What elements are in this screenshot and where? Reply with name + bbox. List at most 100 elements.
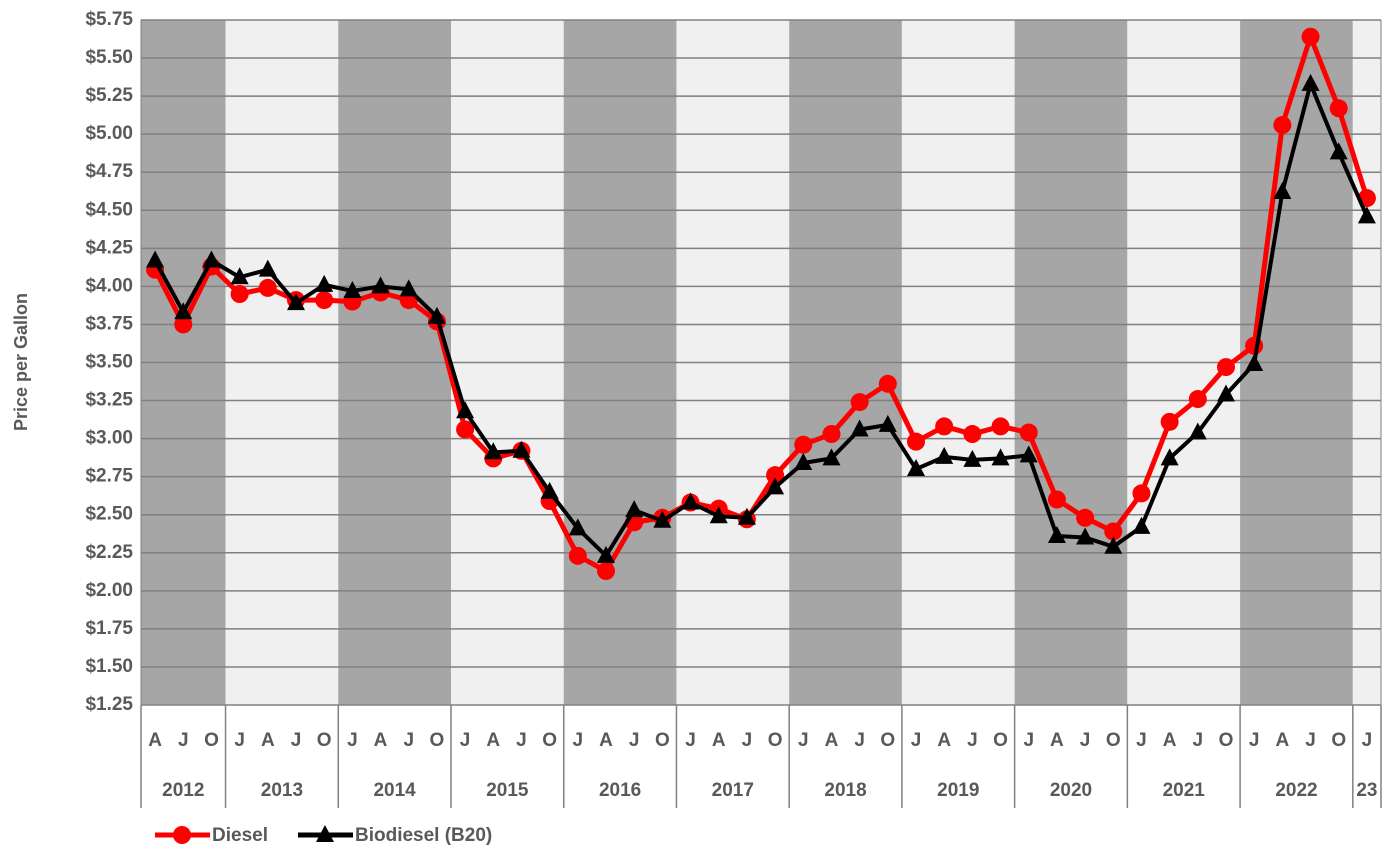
x-tick-label: J [347, 730, 358, 751]
point [1132, 484, 1151, 503]
x-tick-label: O [880, 730, 895, 751]
y-tick-label: $4.00 [85, 275, 133, 296]
point [512, 440, 531, 458]
point [597, 545, 615, 563]
y-tick-label: $4.25 [85, 237, 133, 258]
point [1329, 99, 1348, 118]
x-tick-label: A [937, 730, 951, 751]
x-tick-label: A [486, 730, 500, 751]
y-tick-label: $3.50 [85, 352, 133, 373]
x-tick-label: J [234, 730, 245, 751]
point [1104, 536, 1123, 554]
y-tick-label: $3.00 [85, 428, 133, 449]
point [146, 250, 165, 268]
y-tick-label: $4.50 [85, 199, 133, 220]
point [907, 459, 925, 477]
group-label: 2015 [486, 780, 529, 801]
point [1188, 390, 1207, 409]
point [315, 274, 334, 292]
y-tick-label: $1.25 [85, 694, 133, 715]
group-label: 2016 [599, 780, 641, 801]
x-tick-label: O [204, 730, 219, 751]
point [540, 481, 559, 499]
point [1329, 142, 1348, 160]
x-tick-label: O [1219, 730, 1234, 751]
legend-marker [315, 825, 334, 842]
x-tick-label: A [712, 730, 726, 751]
y-tick-label: $5.75 [85, 9, 133, 30]
point [1160, 448, 1179, 466]
point [794, 435, 813, 454]
group-label: 2013 [261, 780, 303, 801]
x-tick-label: A [1050, 730, 1064, 751]
point [202, 250, 221, 268]
point [343, 280, 362, 298]
point [878, 374, 897, 393]
x-tick-label: J [460, 730, 471, 751]
x-tick-label: A [1275, 730, 1289, 751]
x-tick-label: A [374, 730, 388, 751]
point [850, 393, 869, 412]
point [315, 291, 334, 310]
group-label: 2018 [824, 780, 866, 801]
point [484, 442, 503, 460]
point [1188, 422, 1207, 440]
x-tick-label: J [178, 730, 189, 751]
x-tick-label: O [430, 730, 445, 751]
group-label: 2012 [162, 780, 204, 801]
point [1132, 516, 1151, 534]
x-tick-label: O [1106, 730, 1121, 751]
x-tick-label: J [685, 730, 696, 751]
point [653, 510, 672, 528]
group-label: 2021 [1163, 780, 1206, 801]
point [991, 448, 1010, 466]
x-tick-label: A [825, 730, 839, 751]
y-tick-label: $1.50 [85, 656, 133, 677]
x-tick-label: O [1331, 730, 1346, 751]
point [1047, 490, 1066, 509]
x-tick-label: J [1249, 730, 1260, 751]
x-tick-label: J [742, 730, 753, 751]
x-tick-label: J [967, 730, 978, 751]
y-tick-label: $5.00 [85, 123, 133, 144]
point [1076, 527, 1095, 545]
point [427, 306, 446, 324]
point [456, 401, 475, 419]
x-tick-label: J [911, 730, 922, 751]
x-tick-label: J [403, 730, 414, 751]
x-tick-label: A [261, 730, 275, 751]
x-tick-label: J [1023, 730, 1034, 751]
x-tick-label: J [629, 730, 640, 751]
y-tick-label: $2.75 [85, 466, 133, 487]
point [287, 293, 305, 311]
y-tick-label: $2.50 [85, 504, 133, 525]
x-tick-label: J [1080, 730, 1091, 751]
point [822, 425, 841, 444]
x-tick-label: J [573, 730, 584, 751]
y-tick-label: $3.75 [85, 313, 133, 334]
point [709, 506, 728, 524]
x-tick-label: O [768, 730, 783, 751]
point [1076, 508, 1095, 527]
y-tick-label: $2.25 [85, 542, 133, 563]
x-tick-label: A [1163, 730, 1177, 751]
point [1357, 206, 1376, 224]
x-tick-label: J [1136, 730, 1147, 751]
y-tick-label: $2.00 [85, 580, 133, 601]
point [1160, 412, 1179, 431]
point [681, 492, 700, 510]
point [230, 285, 249, 303]
x-tick-label: J [854, 730, 865, 751]
point [174, 302, 193, 320]
legend-label: Biodiesel (B20) [355, 825, 492, 846]
point [991, 417, 1010, 436]
point [399, 279, 418, 297]
point [822, 448, 841, 466]
point [963, 449, 982, 467]
point [1245, 354, 1264, 372]
y-tick-label: $1.75 [85, 618, 133, 639]
y-tick-label: $4.75 [85, 161, 133, 182]
x-tick-label: J [1362, 730, 1373, 751]
x-tick-label: O [542, 730, 557, 751]
